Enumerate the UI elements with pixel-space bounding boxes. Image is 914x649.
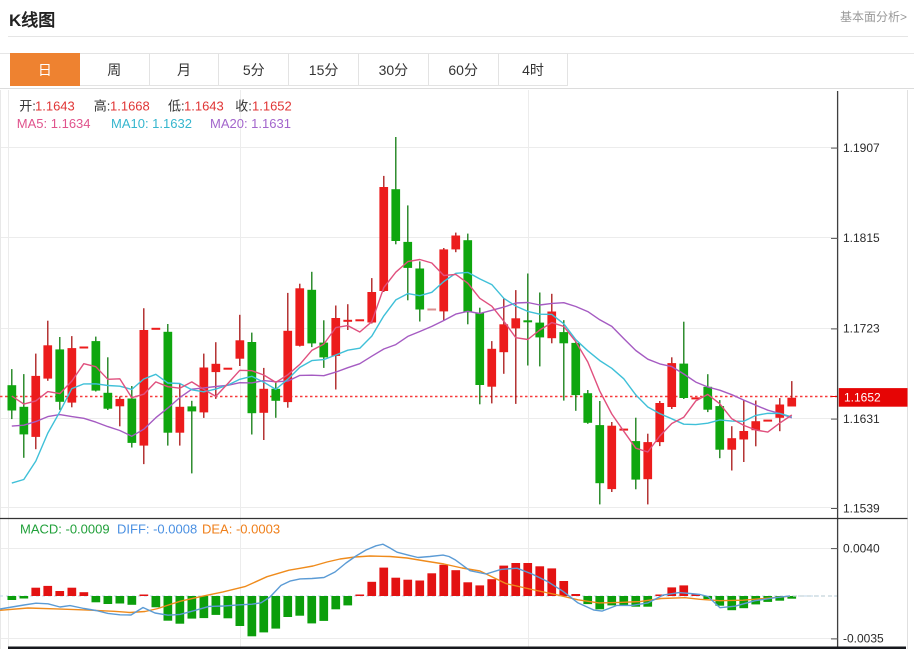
svg-text:-0.0035: -0.0035 <box>843 632 884 646</box>
svg-text:1.1907: 1.1907 <box>843 141 880 155</box>
svg-text:1.1652: 1.1652 <box>844 391 881 405</box>
svg-text:1.1631: 1.1631 <box>843 412 880 426</box>
svg-text:MA5: 1.1634 MA10: 1.1632 MA2: MA5: 1.1634 MA10: 1.1632 MA20: 1.1631 <box>17 116 291 131</box>
svg-text:1.1723: 1.1723 <box>843 322 880 336</box>
svg-text:1.1815: 1.1815 <box>843 231 880 245</box>
svg-text:1.1539: 1.1539 <box>843 501 880 515</box>
svg-text:0.0040: 0.0040 <box>843 541 880 555</box>
